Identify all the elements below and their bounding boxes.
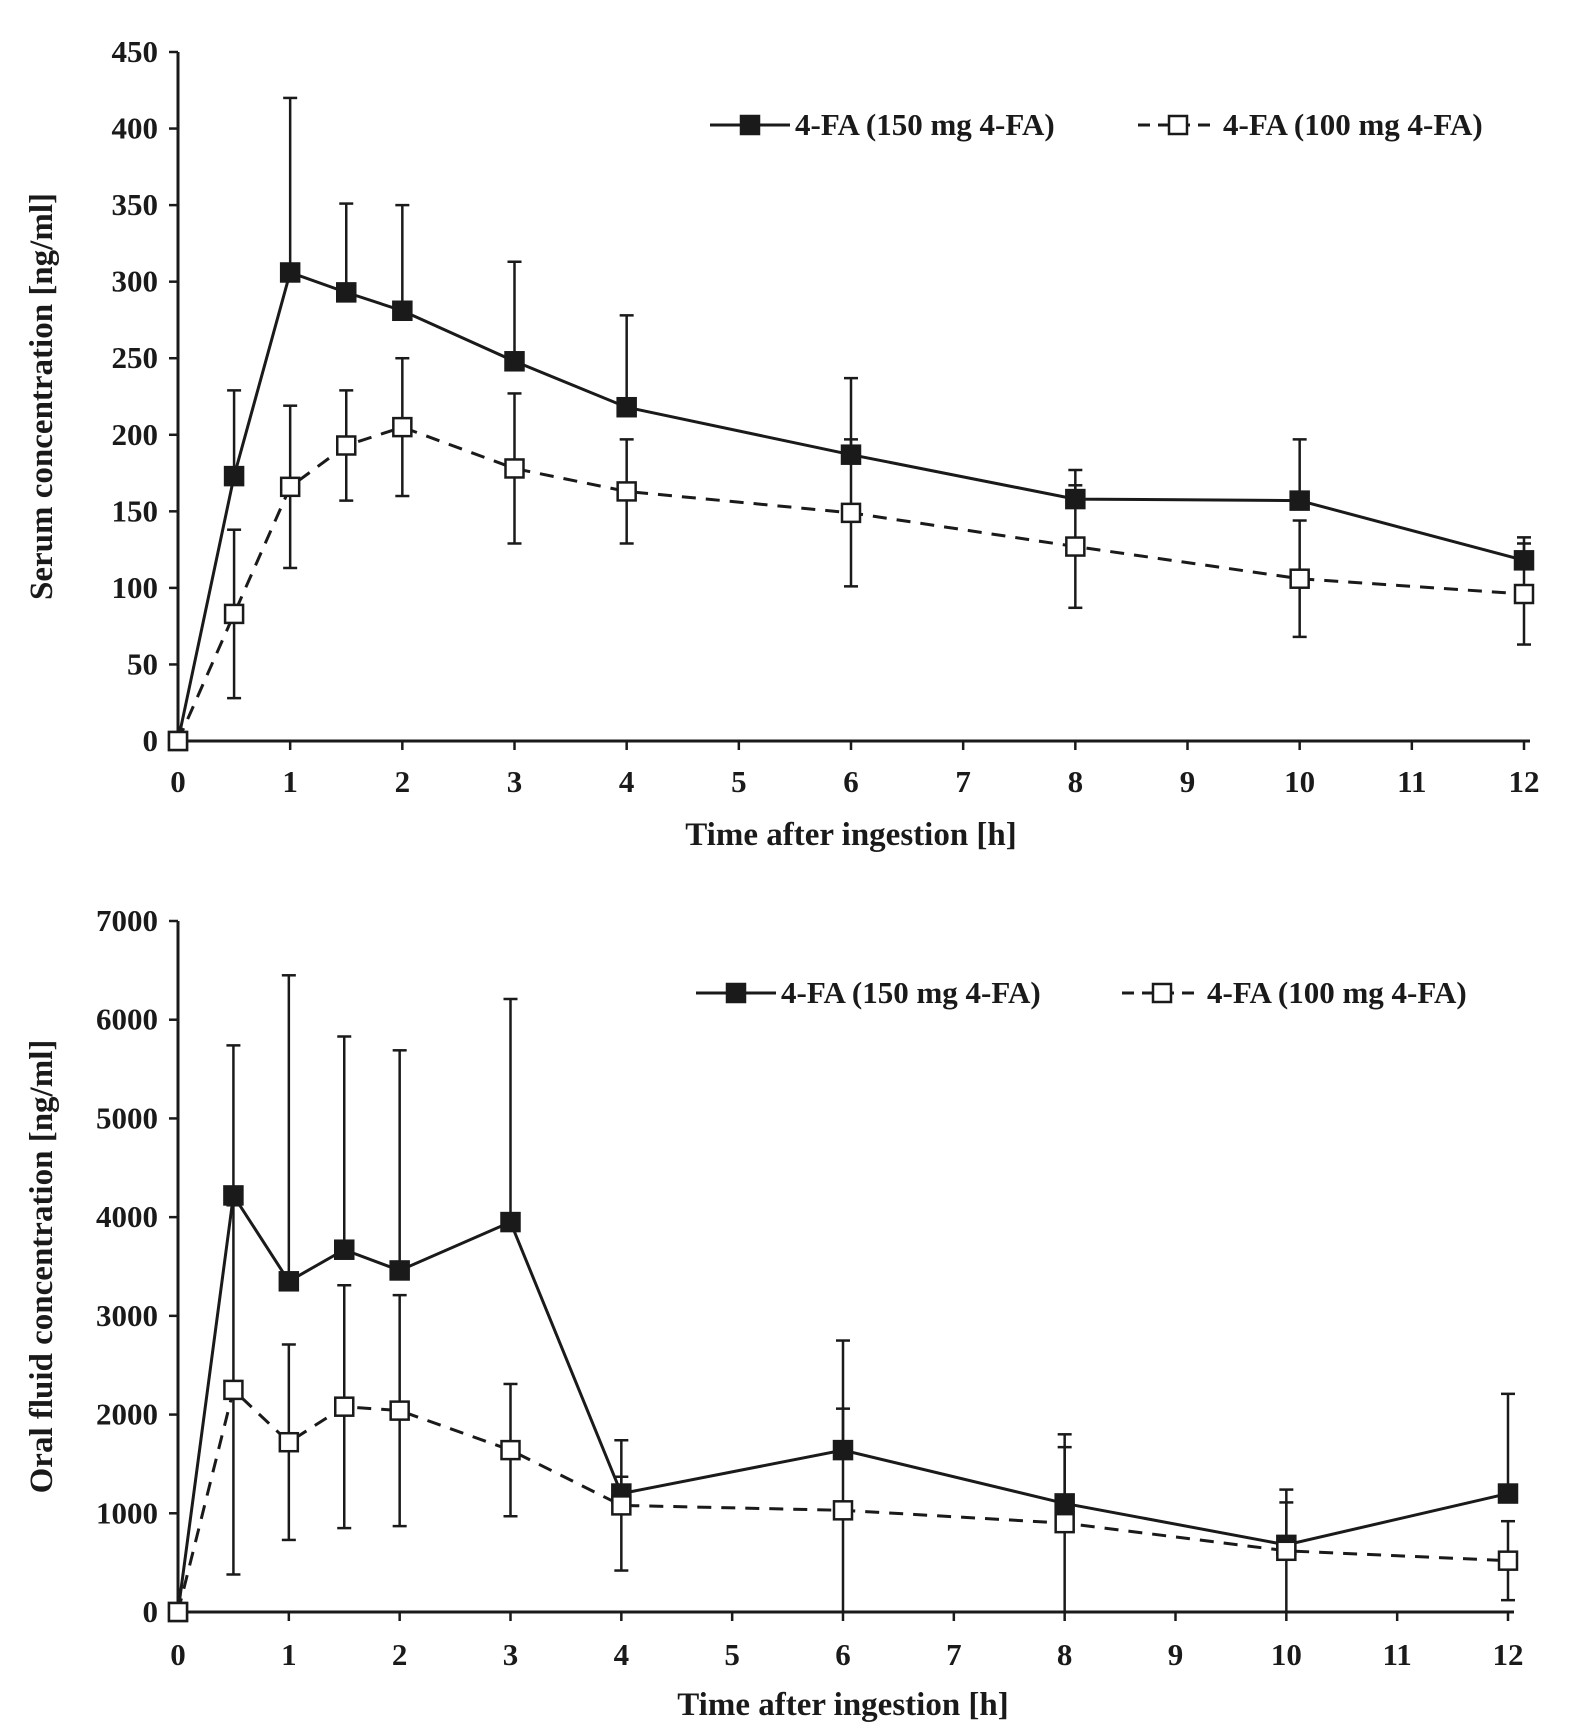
- data-point-open-square: [832, 1500, 854, 1521]
- data-point-open-square: [840, 502, 862, 524]
- legend-marker-filled-square: [725, 982, 747, 1004]
- y-tick-label: 5000: [96, 1100, 158, 1135]
- x-tick-label: 8: [1068, 764, 1084, 799]
- data-point-open-square: [167, 1601, 189, 1623]
- x-tick-label: 1: [281, 1637, 297, 1672]
- y-tick-label: 50: [127, 646, 158, 681]
- x-axis-title: Time after ingestion [h]: [677, 1687, 1009, 1723]
- x-tick-label: 5: [724, 1637, 740, 1672]
- data-point-open-square: [616, 481, 637, 502]
- x-tick-label: 12: [1493, 1637, 1524, 1672]
- y-tick-label: 3000: [96, 1298, 158, 1333]
- data-point-open-square: [500, 1439, 521, 1461]
- y-tick-label: 300: [112, 264, 159, 299]
- y-tick-label: 4000: [96, 1199, 158, 1234]
- y-tick-label: 6000: [96, 1002, 158, 1037]
- data-point-filled-square: [389, 1260, 410, 1281]
- data-point-filled-square: [334, 1239, 355, 1260]
- data-point-filled-square: [223, 465, 245, 487]
- legend-label: 4-FA (100 mg 4-FA): [1207, 975, 1467, 1010]
- x-tick-label: 0: [170, 1637, 186, 1672]
- legend-label: 4-FA (100 mg 4-FA): [1223, 107, 1483, 142]
- y-tick-label: 100: [112, 570, 159, 605]
- legend-label: 4-FA (150 mg 4-FA): [795, 107, 1055, 142]
- data-point-open-square: [279, 476, 301, 498]
- data-point-filled-square: [278, 1271, 300, 1292]
- x-tick-label: 9: [1168, 1637, 1184, 1672]
- data-point-filled-square: [504, 351, 525, 372]
- legend-marker-open-square: [1167, 114, 1189, 136]
- y-tick-label: 350: [112, 187, 159, 222]
- y-tick-label: 0: [143, 723, 159, 758]
- series-line-1: [176, 1387, 1509, 1613]
- x-tick-label: 7: [955, 764, 971, 799]
- data-point-open-square: [1065, 536, 1086, 557]
- data-point-open-square: [1513, 583, 1535, 605]
- x-tick-label: 8: [1057, 1637, 1073, 1672]
- data-point-open-square: [504, 458, 525, 479]
- x-tick-label: 11: [1397, 764, 1426, 799]
- x-tick-label: 9: [1180, 764, 1196, 799]
- x-tick-label: 3: [507, 764, 523, 799]
- x-tick-label: 11: [1383, 1637, 1412, 1672]
- y-tick-label: 2000: [96, 1397, 158, 1432]
- data-point-filled-square: [392, 300, 413, 322]
- data-point-open-square: [167, 730, 189, 752]
- x-tick-label: 6: [843, 764, 859, 799]
- y-tick-label: 400: [112, 111, 159, 146]
- data-point-filled-square: [1289, 490, 1310, 511]
- x-tick-label: 2: [395, 764, 411, 799]
- data-point-filled-square: [279, 262, 301, 283]
- data-point-filled-square: [223, 1185, 244, 1206]
- data-point-filled-square: [336, 282, 357, 303]
- x-tick-label: 6: [835, 1637, 851, 1672]
- x-tick-label: 4: [619, 764, 635, 799]
- data-point-open-square: [1497, 1550, 1519, 1571]
- x-tick-label: 1: [282, 764, 298, 799]
- data-point-open-square: [1289, 568, 1310, 589]
- data-point-open-square: [334, 1396, 355, 1417]
- x-tick-label: 0: [170, 764, 186, 799]
- x-axis-title: Time after ingestion [h]: [685, 817, 1017, 853]
- y-axis-title: Serum concentration [ng/ml]: [24, 193, 60, 600]
- legend-marker-open-square: [1151, 982, 1173, 1004]
- data-point-open-square: [223, 603, 245, 625]
- x-tick-label: 4: [614, 1637, 630, 1672]
- x-tick-label: 5: [731, 764, 747, 799]
- data-point-open-square: [611, 1495, 632, 1516]
- x-tick-label: 7: [946, 1637, 962, 1672]
- y-tick-label: 200: [112, 417, 159, 452]
- x-tick-label: 10: [1284, 764, 1315, 799]
- data-point-open-square: [392, 416, 413, 438]
- y-tick-label: 150: [112, 493, 159, 528]
- data-point-open-square: [278, 1431, 300, 1453]
- x-tick-label: 10: [1271, 1637, 1302, 1672]
- y-tick-label: 450: [112, 34, 159, 69]
- data-point-open-square: [389, 1400, 410, 1421]
- data-point-open-square: [336, 435, 357, 456]
- data-point-open-square: [1054, 1512, 1075, 1534]
- legend-marker-filled-square: [739, 114, 761, 136]
- y-tick-label: 7000: [96, 903, 158, 938]
- data-point-filled-square: [616, 396, 637, 418]
- data-point-open-square: [223, 1379, 244, 1401]
- y-tick-label: 250: [112, 340, 159, 375]
- data-point-filled-square: [1497, 1483, 1519, 1504]
- x-tick-label: 2: [392, 1637, 408, 1672]
- data-point-filled-square: [500, 1211, 521, 1233]
- data-point-open-square: [1276, 1540, 1297, 1562]
- y-tick-label: 0: [143, 1594, 159, 1629]
- legend-label: 4-FA (150 mg 4-FA): [781, 975, 1041, 1010]
- y-axis-title: Oral fluid concentration [ng/ml]: [24, 1040, 60, 1494]
- x-tick-label: 3: [503, 1637, 519, 1672]
- x-tick-label: 12: [1509, 764, 1540, 799]
- y-tick-label: 1000: [96, 1495, 158, 1530]
